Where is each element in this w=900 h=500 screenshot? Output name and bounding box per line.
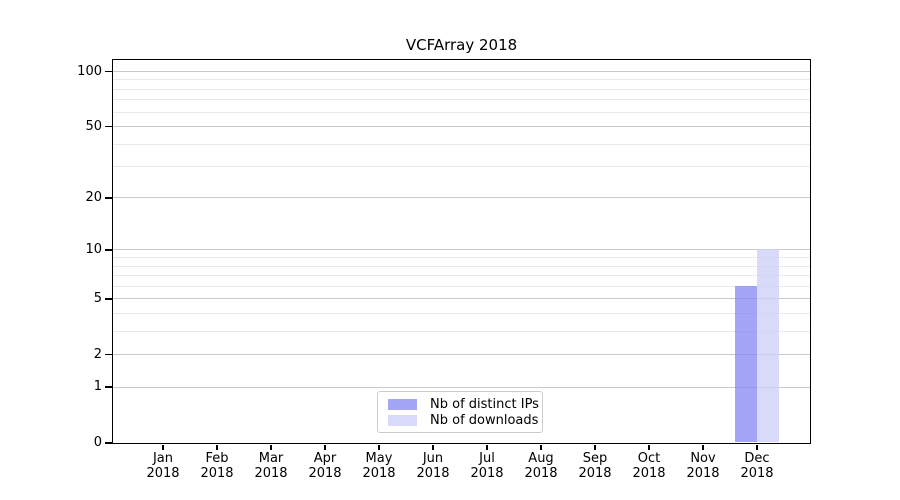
x-axis-tick-label: Sep 2018 [578,451,612,481]
x-axis-tick [162,444,164,450]
x-axis-tick [378,444,380,450]
x-axis-tick [216,444,218,450]
legend-swatch-nb-of-downloads [388,414,417,426]
gridline-minor [112,99,810,101]
gridline-major [112,386,810,388]
y-axis-tick-label: 50 [85,118,102,134]
x-axis-tick [270,444,272,450]
gridline-major [112,249,810,251]
legend-swatch-nb-of-distinct-ips [388,398,417,410]
x-axis-tick [702,444,704,450]
x-axis-tick [648,444,650,450]
legend-label: Nb of downloads [430,412,539,428]
gridline-minor [112,88,810,90]
x-axis-tick-label: Jan 2018 [146,451,180,481]
gridline-minor [112,111,810,113]
x-axis-tick-label: Mar 2018 [254,451,288,481]
x-axis-tick [324,444,326,450]
gridline-minor [112,265,810,267]
y-axis-tick [105,125,112,128]
y-axis-tick [105,386,112,388]
x-axis-tick [486,444,488,450]
x-axis-tick-label: Jul 2018 [470,451,504,481]
x-axis-tick [594,444,596,450]
x-axis-tick [432,444,434,450]
x-axis-tick-label: Dec 2018 [740,451,774,481]
y-axis-tick-label: 0 [93,435,102,450]
gridline-minor [112,79,810,81]
gridline-major [112,298,810,300]
gridline-minor [112,143,810,145]
y-axis-tick-label: 5 [93,290,102,306]
y-axis-tick-label: 2 [93,346,102,362]
gridline-minor [112,257,810,259]
y-axis-tick [105,70,112,73]
x-axis-tick-label: Feb 2018 [200,451,234,481]
x-axis-tick [540,444,542,450]
bar-nb-of-distinct-ips-dec-2018 [734,285,757,443]
chart-title: VCFArray 2018 [405,36,518,54]
gridline-minor [112,275,810,277]
gridline-major [112,354,810,356]
gridline-major [112,71,810,73]
y-axis-tick [105,442,112,444]
gridline-major [112,197,810,199]
plot-area [111,58,811,444]
x-axis-tick [756,444,758,450]
y-axis-tick-label: 100 [77,63,102,79]
gridline-minor [112,330,810,332]
x-axis-tick-label: Oct 2018 [632,451,666,481]
legend-item-nb-of-downloads: Nb of downloads [388,412,538,428]
bar-nb-of-downloads-dec-2018 [756,249,779,443]
x-axis-tick-label: May 2018 [362,451,396,481]
x-axis-tick-label: Apr 2018 [308,451,342,481]
y-axis-tick-label: 20 [85,189,102,205]
y-axis-tick [105,298,112,300]
x-axis-tick-label: Aug 2018 [524,451,558,481]
y-axis-tick-label: 10 [85,241,102,257]
y-axis-tick-label: 1 [93,379,102,395]
gridline-minor [112,166,810,168]
gridline-minor [112,285,810,287]
legend-item-nb-of-distinct-ips: Nb of distinct IPs [388,396,539,412]
x-axis-tick-label: Nov 2018 [686,451,720,481]
legend: Nb of distinct IPs Nb of downloads [377,391,543,433]
legend-label: Nb of distinct IPs [430,396,539,412]
y-axis-tick [105,353,112,356]
y-axis-tick [105,197,112,199]
gridline-major [112,126,810,128]
x-axis-tick-label: Jun 2018 [416,451,450,481]
gridline-minor [112,312,810,314]
y-axis-tick [105,249,112,251]
